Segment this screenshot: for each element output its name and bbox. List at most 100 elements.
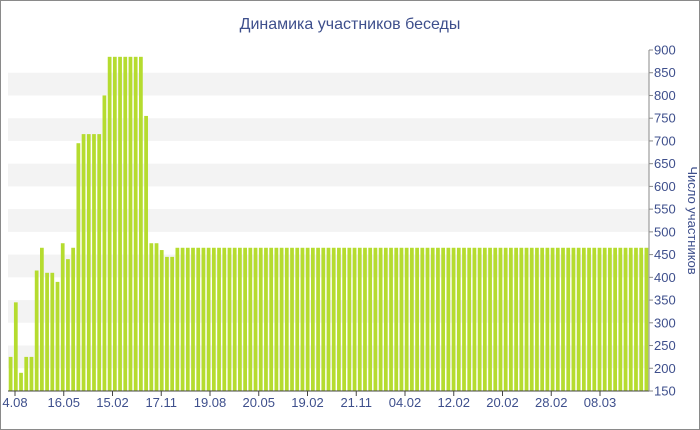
bar bbox=[196, 247, 201, 391]
bar bbox=[524, 247, 529, 391]
x-tick-label: 19.02 bbox=[291, 395, 324, 410]
bar bbox=[363, 247, 367, 391]
bars-group bbox=[8, 56, 649, 392]
bar bbox=[81, 134, 86, 392]
bar bbox=[92, 134, 96, 392]
bar bbox=[566, 247, 571, 391]
bar bbox=[133, 56, 138, 391]
y-tick-label: 600 bbox=[654, 179, 676, 194]
bar bbox=[107, 56, 112, 391]
bar bbox=[185, 247, 190, 391]
bar bbox=[40, 247, 44, 391]
y-tick-label: 350 bbox=[654, 293, 676, 308]
bar bbox=[383, 247, 388, 391]
bar bbox=[550, 247, 555, 391]
bar bbox=[634, 247, 638, 391]
bar bbox=[561, 247, 565, 391]
x-tick-label: 04.02 bbox=[389, 395, 422, 410]
bar bbox=[310, 247, 315, 391]
bar bbox=[227, 247, 232, 391]
bar bbox=[639, 247, 644, 391]
bar bbox=[608, 247, 612, 391]
bar bbox=[165, 256, 169, 391]
bar bbox=[232, 247, 237, 391]
bar bbox=[217, 247, 221, 391]
y-tick-label: 800 bbox=[654, 88, 676, 103]
y-tick-label: 900 bbox=[654, 43, 676, 58]
bar bbox=[477, 247, 482, 391]
bar bbox=[618, 247, 623, 391]
grid-band bbox=[8, 209, 649, 232]
bar bbox=[545, 247, 550, 391]
bar bbox=[97, 134, 102, 392]
bar bbox=[399, 247, 404, 391]
bar bbox=[279, 247, 284, 391]
bar bbox=[529, 247, 534, 391]
bar bbox=[243, 247, 247, 391]
y-tick-label: 200 bbox=[654, 361, 676, 376]
bar bbox=[357, 247, 362, 391]
bar bbox=[498, 247, 503, 391]
bar bbox=[102, 95, 107, 391]
bar bbox=[509, 247, 513, 391]
bar bbox=[368, 247, 373, 391]
grid-band bbox=[8, 72, 649, 96]
y-tick-label: 750 bbox=[654, 111, 676, 126]
bar bbox=[264, 247, 268, 391]
y-tick-label: 700 bbox=[654, 133, 676, 148]
bar bbox=[378, 247, 383, 391]
y-tick-label: 850 bbox=[654, 65, 676, 80]
bar bbox=[623, 247, 628, 391]
bar bbox=[175, 247, 180, 391]
bar bbox=[66, 259, 70, 391]
bar bbox=[373, 247, 378, 391]
bar bbox=[60, 243, 65, 391]
bar bbox=[180, 247, 185, 391]
bar bbox=[300, 247, 305, 391]
x-ticks: 4.08 16.05 15.02 17.11 19.08 20.05 19.02 21.11 0… bbox=[2, 391, 616, 410]
bar bbox=[592, 247, 597, 391]
bar bbox=[462, 247, 466, 391]
bar bbox=[347, 247, 352, 391]
bar bbox=[149, 243, 154, 391]
bar bbox=[555, 247, 560, 391]
bar bbox=[597, 247, 602, 391]
bar bbox=[86, 134, 91, 392]
bar bbox=[587, 247, 591, 391]
bar bbox=[446, 247, 451, 391]
bar bbox=[19, 372, 23, 391]
x-tick-label: 28.02 bbox=[535, 395, 568, 410]
x-tick-label: 08.03 bbox=[584, 395, 617, 410]
bar bbox=[8, 356, 13, 391]
bar bbox=[284, 247, 289, 391]
y-tick-label: 500 bbox=[654, 224, 676, 239]
bar bbox=[337, 247, 341, 391]
bar bbox=[55, 281, 60, 391]
bar bbox=[274, 247, 279, 391]
bar bbox=[253, 247, 258, 391]
bar bbox=[514, 247, 518, 391]
bar bbox=[128, 56, 133, 391]
bar bbox=[331, 247, 336, 391]
bar bbox=[420, 247, 425, 391]
bar bbox=[321, 247, 326, 391]
bar bbox=[290, 247, 294, 391]
x-tick-label: 15.02 bbox=[96, 395, 129, 410]
bar bbox=[206, 247, 211, 391]
bar bbox=[389, 247, 393, 391]
bar bbox=[305, 247, 310, 391]
bar bbox=[430, 247, 435, 391]
grid-band bbox=[8, 163, 649, 187]
bar bbox=[488, 247, 492, 391]
y-tick-label: 650 bbox=[654, 156, 676, 171]
bar bbox=[602, 247, 607, 391]
bar bbox=[436, 247, 440, 391]
y-ticks: 150 200 250 300 350 400 450 500 550 600 650 700 750 8… bbox=[649, 43, 676, 399]
bar bbox=[613, 247, 617, 391]
bar bbox=[326, 247, 331, 391]
y-tick-label: 300 bbox=[654, 315, 676, 330]
y-tick-label: 400 bbox=[654, 270, 676, 285]
bar bbox=[76, 143, 81, 391]
y-tick-label: 550 bbox=[654, 202, 676, 217]
